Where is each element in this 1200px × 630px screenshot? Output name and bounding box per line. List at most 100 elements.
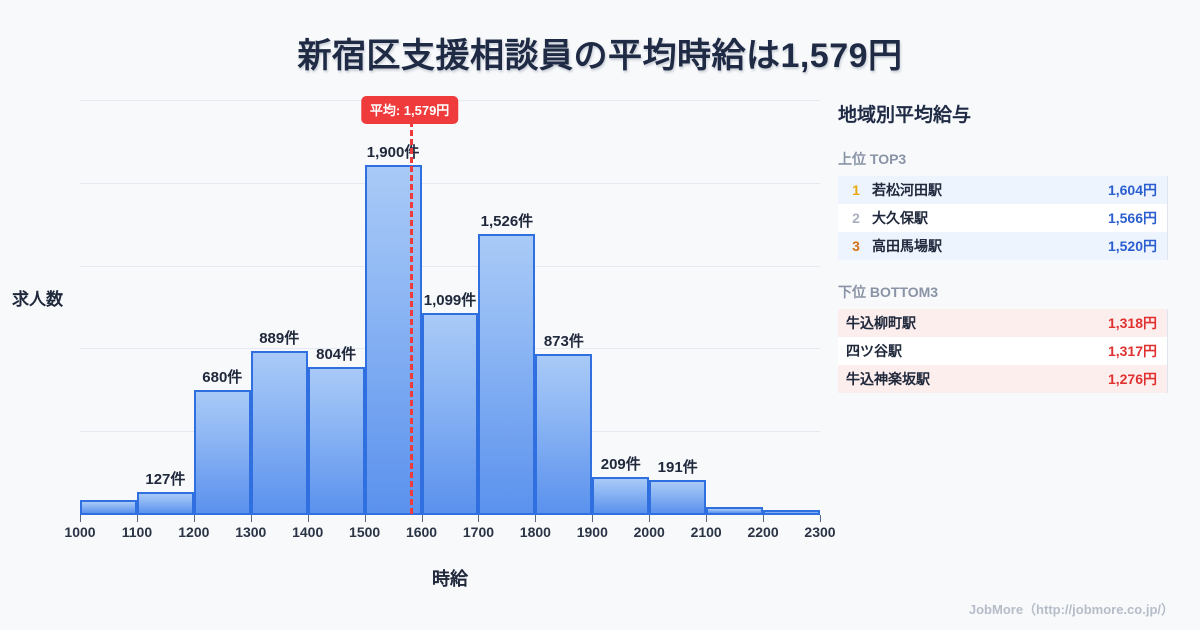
- station-name: 牛込柳町駅: [846, 315, 916, 331]
- sidebar-title: 地域別平均給与: [838, 105, 972, 126]
- bar-value-label: 889件: [259, 330, 300, 347]
- histogram-bar[interactable]: [250, 351, 308, 515]
- x-tick-mark: [592, 515, 594, 522]
- bar-slot[interactable]: [649, 480, 707, 515]
- x-tick-label: 2300: [804, 524, 836, 540]
- list-item[interactable]: 四ツ谷駅 1,317円: [838, 337, 1167, 365]
- bar-slot[interactable]: [478, 234, 536, 515]
- x-tick-label: 2200: [747, 524, 779, 540]
- x-tick-mark: [820, 515, 821, 522]
- histogram-bar[interactable]: [535, 354, 593, 515]
- list-item[interactable]: 3 高田馬場駅 1,520円: [838, 232, 1167, 260]
- bar-value-label: 1,900件: [366, 144, 420, 161]
- list-item[interactable]: 牛込神楽坂駅 1,276円: [838, 365, 1167, 393]
- histogram-bar[interactable]: [193, 390, 251, 515]
- histogram-bar[interactable]: [592, 477, 650, 515]
- x-tick-label: 1200: [178, 524, 210, 540]
- histogram-bar[interactable]: [649, 480, 707, 515]
- region-salary-sidebar: 地域別平均給与 上位 TOP3 1 若松河田駅 1,604円 2 大久保駅 1,566円 3…: [838, 100, 1168, 415]
- bar-value-label: 804件: [316, 346, 357, 363]
- x-tick-label: 1800: [519, 524, 551, 540]
- bar-slot[interactable]: [307, 367, 365, 515]
- bar-slot[interactable]: [535, 354, 593, 515]
- list-item[interactable]: 1 若松河田駅 1,604円: [838, 176, 1167, 204]
- bar-value-label: 127件: [145, 471, 186, 488]
- histogram-bar[interactable]: [80, 500, 137, 515]
- histogram-bar[interactable]: [478, 234, 536, 515]
- bar-value-label: 680件: [202, 369, 243, 386]
- bar-value-label: 1,099件: [423, 292, 477, 309]
- gridline: [80, 182, 820, 184]
- x-tick-label: 1100: [121, 524, 153, 540]
- x-tick-label: 1300: [235, 524, 267, 540]
- bar-value-label: 873件: [543, 333, 584, 350]
- x-tick-label: 1600: [405, 524, 438, 540]
- station-salary-value: 1,566円: [1107, 210, 1157, 226]
- gridline: [80, 265, 820, 267]
- histogram-bar[interactable]: [307, 367, 365, 515]
- x-tick-mark: [250, 515, 252, 522]
- page-title: 新宿区支援相談員の平均時給は1,579円: [297, 37, 903, 75]
- station-name: 大久保駅: [872, 210, 928, 226]
- x-tick-mark: [478, 515, 480, 522]
- station-salary-value: 1,318円: [1107, 315, 1157, 331]
- bar-series: [80, 101, 820, 515]
- histogram-bar[interactable]: [364, 165, 422, 515]
- bar-slot[interactable]: [763, 510, 820, 515]
- x-tick-label: 1700: [462, 524, 495, 540]
- average-badge: 平均: 1,579円: [360, 96, 459, 124]
- x-tick-mark: [307, 515, 309, 522]
- histogram-bar[interactable]: [136, 492, 194, 515]
- list-item[interactable]: 牛込柳町駅 1,318円: [838, 309, 1167, 337]
- histogram-bar[interactable]: [706, 507, 764, 515]
- bar-slot[interactable]: [80, 500, 137, 515]
- station-name: 若松河田駅: [872, 182, 942, 198]
- rank-number: 3: [852, 238, 860, 254]
- x-tick-mark: [649, 515, 651, 522]
- x-tick-label: 2000: [633, 524, 665, 540]
- bar-slot[interactable]: [136, 492, 194, 515]
- x-tick-mark: [763, 515, 765, 522]
- watermark-credit: JobMore（http://jobmore.co.jp/）: [968, 602, 1174, 617]
- x-tick-mark: [535, 515, 537, 522]
- top3-table: 1 若松河田駅 1,604円 2 大久保駅 1,566円 3 高田馬場駅 1,520円: [838, 176, 1168, 260]
- plot-area: 1000 1100 1200 1300 1400 1500 1600 1700 1800 1900…: [64, 96, 836, 540]
- histogram-bar[interactable]: [763, 510, 820, 515]
- rank-number: 1: [852, 182, 860, 198]
- bar-slot[interactable]: [706, 507, 764, 515]
- list-item[interactable]: 2 大久保駅 1,566円: [838, 204, 1167, 232]
- x-tick-mark: [706, 515, 708, 522]
- bottom3-group-label: 下位 BOTTOM3: [838, 284, 939, 300]
- histogram-bar[interactable]: [421, 313, 479, 515]
- x-tick-mark: [364, 515, 366, 522]
- x-tick-label: 1000: [64, 524, 96, 540]
- x-axis-title: 時給: [432, 569, 468, 589]
- rank-number: 2: [852, 210, 860, 226]
- average-dashed-line: [409, 121, 413, 514]
- bar-slot[interactable]: [421, 313, 479, 515]
- x-tick-mark: [136, 515, 138, 522]
- station-name: 高田馬場駅: [872, 238, 942, 254]
- top3-group-label: 上位 TOP3: [838, 151, 907, 167]
- bar-slot[interactable]: [193, 390, 251, 515]
- station-name: 牛込神楽坂駅: [846, 371, 930, 387]
- bottom3-table: 牛込柳町駅 1,318円四ツ谷駅 1,317円牛込神楽坂駅 1,276円: [838, 309, 1168, 393]
- station-salary-value: 1,520円: [1107, 238, 1157, 254]
- x-tick-label: 1500: [349, 524, 381, 540]
- station-name: 四ツ谷駅: [846, 343, 902, 359]
- bar-slot[interactable]: [592, 477, 650, 515]
- x-tick-label: 1400: [292, 524, 324, 540]
- x-tick-mark: [193, 515, 195, 522]
- station-salary-value: 1,276円: [1107, 371, 1157, 387]
- station-salary-value: 1,317円: [1107, 343, 1157, 359]
- station-salary-value: 1,604円: [1107, 182, 1157, 198]
- bar-slot[interactable]: [364, 165, 422, 515]
- bar-slot[interactable]: [250, 351, 308, 515]
- x-tick-mark: [80, 515, 81, 522]
- bar-value-label: 209件: [600, 456, 641, 473]
- bar-value-label: 191件: [657, 459, 698, 476]
- histogram-chart: 1000 1100 1200 1300 1400 1500 1600 1700 1800 1900…: [12, 95, 836, 589]
- y-axis-title: 求人数: [12, 290, 63, 309]
- bar-value-label: 1,526件: [480, 213, 534, 230]
- x-tick-mark: [421, 515, 423, 522]
